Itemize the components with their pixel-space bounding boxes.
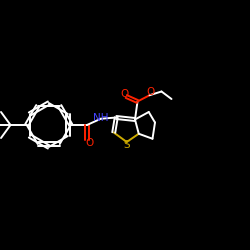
Text: O: O (120, 89, 128, 99)
Text: O: O (86, 138, 94, 147)
Text: O: O (147, 87, 155, 97)
Text: S: S (124, 140, 130, 150)
Text: NH: NH (93, 113, 108, 123)
